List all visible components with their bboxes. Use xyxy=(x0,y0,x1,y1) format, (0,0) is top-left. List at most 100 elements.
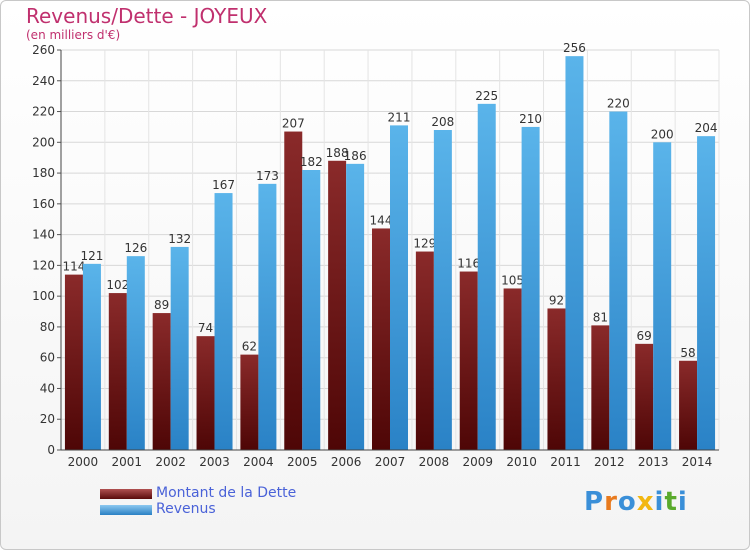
legend-label-revenus: Revenus xyxy=(156,501,216,517)
x-tick-label: 2011 xyxy=(550,455,581,469)
data-label-revenus: 132 xyxy=(168,232,191,246)
y-tick-label: 200 xyxy=(32,135,55,149)
data-label-revenus: 182 xyxy=(300,155,323,169)
x-tick-label: 2010 xyxy=(506,455,537,469)
legend-swatch-revenus xyxy=(100,505,152,515)
bar-dette xyxy=(503,288,522,450)
chart-subtitle: (en milliers d'€) xyxy=(26,28,121,42)
bar-revenus xyxy=(170,246,189,450)
data-label-revenus: 208 xyxy=(431,115,454,129)
bar-dette xyxy=(240,354,259,450)
y-tick-label: 240 xyxy=(32,74,55,88)
data-label-dette: 81 xyxy=(593,310,608,324)
data-label-dette: 58 xyxy=(680,346,695,360)
bar-dette xyxy=(196,336,215,450)
bar-revenus xyxy=(565,56,584,451)
bar-revenus xyxy=(214,193,233,451)
data-label-dette: 116 xyxy=(457,257,480,271)
bar-revenus xyxy=(653,142,672,451)
y-tick-label: 60 xyxy=(40,351,55,365)
x-tick-label: 2007 xyxy=(375,455,406,469)
x-tick-label: 2014 xyxy=(682,455,713,469)
x-tick-label: 2001 xyxy=(112,455,143,469)
x-tick-label: 2004 xyxy=(243,455,274,469)
bar-revenus xyxy=(82,263,101,450)
data-label-revenus: 121 xyxy=(80,249,103,263)
bar-revenus xyxy=(346,163,365,450)
bar-revenus xyxy=(521,126,540,450)
data-label-dette: 92 xyxy=(549,293,564,307)
y-tick-label: 100 xyxy=(32,289,55,303)
bar-dette xyxy=(415,251,434,450)
x-tick-label: 2013 xyxy=(638,455,669,469)
y-tick-label: 160 xyxy=(32,197,55,211)
data-label-dette: 129 xyxy=(413,237,436,251)
logo-letter: o xyxy=(617,487,637,517)
data-label-revenus: 167 xyxy=(212,178,235,192)
bar-revenus xyxy=(390,125,408,450)
bar-dette xyxy=(459,271,478,450)
y-tick-label: 140 xyxy=(32,228,55,242)
logo-letter: i xyxy=(677,487,688,517)
data-label-revenus: 256 xyxy=(563,41,586,55)
y-tick-label: 220 xyxy=(32,105,55,119)
data-label-dette: 89 xyxy=(154,298,169,312)
bar-revenus xyxy=(697,136,716,450)
data-label-revenus: 173 xyxy=(256,169,279,183)
chart-title: Revenus/Dette - JOYEUX xyxy=(26,4,268,28)
bar-revenus xyxy=(126,256,145,450)
data-label-dette: 207 xyxy=(282,117,305,131)
x-tick-label: 2012 xyxy=(594,455,625,469)
data-label-dette: 144 xyxy=(370,213,393,227)
bar-revenus xyxy=(609,111,628,451)
bar-dette xyxy=(328,160,347,450)
logo-letter: P xyxy=(584,487,605,517)
x-tick-label: 2005 xyxy=(287,455,318,469)
data-label-revenus: 186 xyxy=(344,149,367,163)
data-label-revenus: 204 xyxy=(695,121,718,135)
y-tick-label: 80 xyxy=(40,320,55,334)
legend-label-dette: Montant de la Dette xyxy=(156,485,297,501)
y-tick-label: 40 xyxy=(40,381,55,395)
data-label-dette: 105 xyxy=(501,273,524,287)
bar-revenus xyxy=(477,103,496,450)
bar-dette xyxy=(108,293,127,450)
bar-dette xyxy=(591,325,610,450)
y-tick-label: 120 xyxy=(32,258,55,272)
y-tick-label: 20 xyxy=(40,412,55,426)
logo-letter: i xyxy=(654,487,665,517)
x-tick-label: 2000 xyxy=(68,455,99,469)
data-label-dette: 114 xyxy=(62,260,85,274)
data-label-revenus: 211 xyxy=(388,110,411,124)
bar-revenus xyxy=(258,183,277,450)
y-tick-label: 260 xyxy=(32,43,55,57)
bar-dette xyxy=(64,274,83,450)
legend-swatch-dette xyxy=(100,489,152,499)
data-label-revenus: 225 xyxy=(475,89,498,103)
x-tick-label: 2009 xyxy=(462,455,493,469)
x-tick-label: 2008 xyxy=(419,455,450,469)
data-label-dette: 102 xyxy=(106,278,129,292)
bar-dette xyxy=(284,131,303,451)
proxiti-logo: Proxiti xyxy=(584,487,688,517)
data-label-dette: 74 xyxy=(198,321,213,335)
x-tick-label: 2002 xyxy=(155,455,186,469)
data-label-revenus: 220 xyxy=(607,97,630,111)
y-tick-label: 180 xyxy=(32,166,55,180)
bar-dette xyxy=(372,228,390,450)
data-label-revenus: 210 xyxy=(519,112,542,126)
x-tick-label: 2003 xyxy=(199,455,230,469)
bar-dette xyxy=(679,360,698,450)
data-label-revenus: 200 xyxy=(651,127,674,141)
y-tick-label: 0 xyxy=(47,443,55,457)
logo-letter: r xyxy=(604,487,618,517)
logo-letter: x xyxy=(636,487,655,517)
x-tick-label: 2006 xyxy=(331,455,362,469)
data-label-dette: 62 xyxy=(242,340,257,354)
bar-revenus xyxy=(302,170,321,450)
logo-letter: t xyxy=(664,487,678,517)
bar-dette xyxy=(635,343,654,450)
data-label-revenus: 126 xyxy=(124,241,147,255)
bar-dette xyxy=(152,313,171,450)
